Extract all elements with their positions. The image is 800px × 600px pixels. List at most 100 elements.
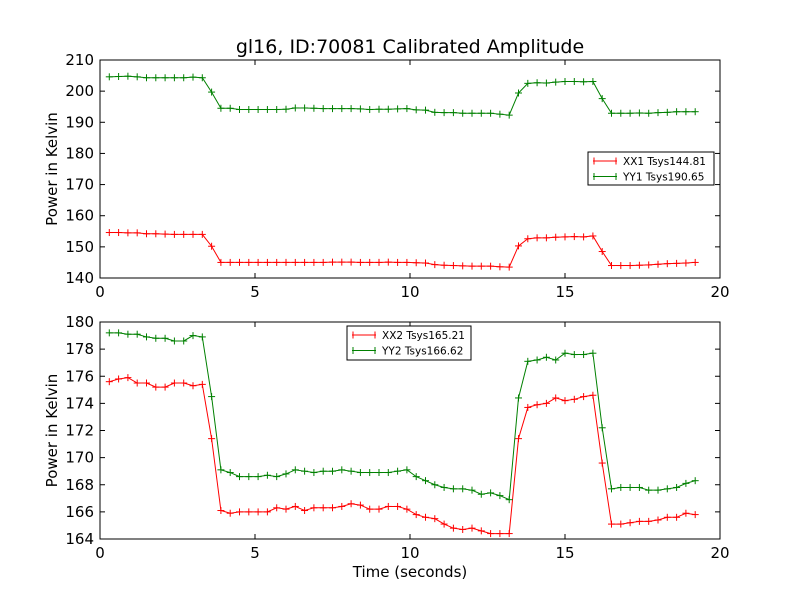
data-point — [580, 351, 588, 359]
data-point — [189, 332, 197, 340]
data-point — [570, 395, 578, 403]
data-point — [329, 467, 336, 475]
data-point — [226, 258, 234, 266]
data-point — [273, 473, 281, 481]
data-point — [505, 263, 513, 271]
data-point — [477, 262, 485, 270]
data-point — [403, 105, 411, 113]
data-point — [356, 469, 364, 477]
data-point — [542, 234, 550, 242]
data-point — [115, 229, 123, 237]
data-point — [143, 379, 150, 387]
data-point — [645, 517, 653, 525]
data-point — [580, 393, 588, 401]
data-point — [682, 108, 690, 116]
data-point — [143, 230, 150, 238]
data-point — [375, 105, 383, 113]
data-point — [431, 261, 439, 269]
data-point — [598, 459, 606, 467]
data-point — [124, 374, 132, 382]
data-point — [301, 104, 309, 112]
x-axis-label: Time (seconds) — [352, 563, 468, 581]
data-point — [301, 507, 309, 515]
data-point — [626, 483, 634, 491]
data-point — [487, 262, 495, 270]
data-point — [208, 88, 216, 96]
data-point — [254, 508, 262, 516]
data-point — [431, 481, 439, 489]
data-point — [329, 504, 336, 512]
data-point — [170, 337, 178, 345]
y-tick-label: 172 — [65, 422, 94, 440]
data-point — [431, 515, 439, 523]
data-point — [347, 467, 355, 475]
data-point — [542, 79, 550, 87]
data-point — [217, 507, 225, 515]
x-tick-label: 0 — [95, 283, 105, 301]
data-point — [384, 469, 392, 477]
data-point — [115, 73, 123, 81]
data-point — [338, 258, 346, 266]
data-point — [561, 77, 569, 85]
data-point — [496, 110, 504, 118]
data-point — [347, 105, 355, 113]
data-point — [561, 349, 569, 357]
data-point — [236, 258, 243, 266]
legend-label: XX2 Tsys165.21 — [382, 330, 465, 342]
series-2 — [105, 329, 699, 504]
data-point — [208, 242, 216, 250]
data-point — [189, 73, 197, 81]
series-1 — [105, 229, 699, 271]
data-point — [245, 258, 253, 266]
data-point — [487, 109, 495, 117]
y-tick-label: 210 — [65, 51, 94, 69]
data-point — [635, 483, 643, 491]
data-point — [691, 108, 699, 116]
data-point — [143, 74, 150, 82]
data-point — [254, 106, 262, 114]
data-point — [310, 504, 318, 512]
data-point — [459, 526, 467, 534]
data-point — [152, 230, 160, 238]
data-point — [319, 105, 327, 113]
chart-title: gl16, ID:70081 Calibrated Amplitude — [236, 36, 584, 58]
y-tick-label: 200 — [65, 82, 94, 100]
data-point — [133, 330, 141, 338]
data-point — [459, 109, 467, 117]
data-point — [143, 333, 150, 341]
data-point — [691, 258, 699, 266]
data-point — [384, 258, 392, 266]
data-point — [673, 259, 681, 267]
data-point — [329, 258, 336, 266]
data-point — [105, 378, 113, 386]
data-point — [161, 74, 169, 82]
data-point — [505, 496, 513, 504]
data-point — [291, 104, 299, 112]
y-tick-label: 140 — [65, 269, 94, 287]
data-point — [496, 530, 504, 538]
series-1 — [105, 374, 699, 538]
data-point — [440, 520, 448, 528]
data-point — [263, 508, 271, 516]
data-point — [654, 486, 662, 494]
data-point — [291, 466, 299, 474]
y-tick-label: 170 — [65, 176, 94, 194]
data-point — [617, 483, 625, 491]
x-tick-label: 5 — [250, 283, 260, 301]
data-point — [124, 229, 132, 237]
data-point — [663, 513, 671, 521]
data-point — [356, 258, 364, 266]
data-point — [356, 501, 364, 509]
data-point — [608, 262, 615, 270]
y-tick-label: 176 — [65, 367, 94, 385]
data-point — [468, 486, 476, 494]
data-point — [115, 329, 123, 337]
data-point — [515, 89, 522, 97]
data-point — [226, 509, 234, 517]
data-point — [449, 524, 457, 532]
data-point — [394, 105, 402, 113]
data-point — [468, 262, 476, 270]
data-point — [477, 527, 485, 535]
data-point — [161, 334, 169, 342]
